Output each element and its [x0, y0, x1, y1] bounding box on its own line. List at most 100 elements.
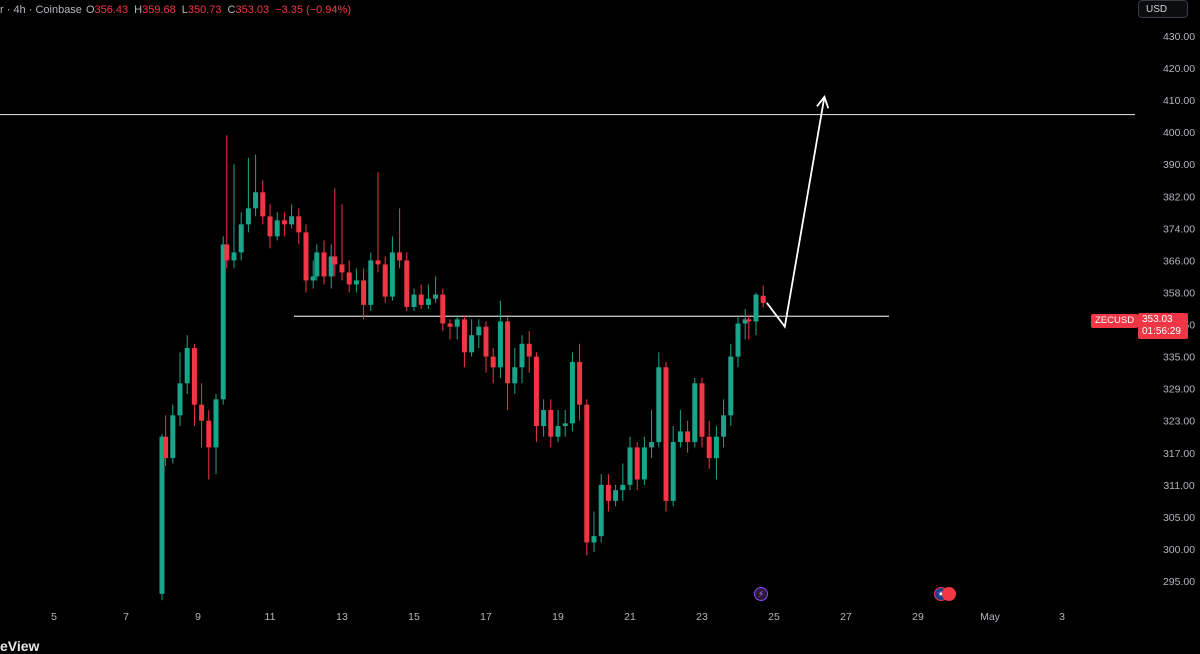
candle-body — [663, 367, 669, 501]
candle-body — [469, 335, 475, 353]
candle — [555, 410, 561, 443]
candle-body — [721, 415, 727, 437]
y-tick-label: 382.00 — [1163, 191, 1195, 203]
x-tick-label: 11 — [265, 611, 276, 623]
candle-body — [692, 383, 698, 443]
candle — [296, 208, 302, 245]
candle — [569, 352, 575, 432]
candle — [490, 348, 496, 384]
candle — [728, 343, 734, 427]
candle — [397, 208, 403, 269]
candle — [332, 188, 338, 277]
candle-body — [562, 423, 568, 427]
y-tick-label: 410.00 — [1163, 95, 1195, 107]
candle — [368, 252, 374, 312]
lightning-event-icon[interactable]: ⚡ — [754, 587, 768, 601]
candle-body — [418, 294, 424, 305]
candle-body — [332, 256, 338, 265]
candle — [577, 343, 583, 421]
currency-button[interactable]: USD — [1138, 0, 1188, 18]
candle — [483, 321, 489, 373]
candle — [753, 292, 759, 336]
candle — [591, 511, 597, 553]
candle-body — [699, 383, 705, 437]
x-tick-label: 13 — [336, 611, 348, 623]
candle — [512, 348, 518, 394]
low-label: L — [181, 4, 188, 16]
candle-body — [289, 216, 295, 225]
candle — [641, 436, 647, 485]
candle — [692, 377, 698, 448]
candle — [253, 154, 259, 217]
candle — [562, 410, 568, 437]
candle-body — [346, 272, 352, 285]
open-value: 356.43 — [94, 4, 129, 16]
candle-body — [746, 319, 752, 322]
candle-body — [440, 294, 446, 324]
candle — [224, 135, 230, 269]
y-tick-label: 374.00 — [1163, 223, 1195, 235]
high-value: 359.68 — [142, 4, 176, 16]
candle-body — [685, 431, 691, 443]
candle — [627, 436, 633, 491]
candle-body — [159, 436, 165, 594]
candle — [213, 393, 219, 475]
projection-arrow[interactable] — [766, 96, 826, 329]
candle — [238, 212, 244, 261]
close-value: 353.03 — [235, 4, 270, 16]
y-tick-label: 329.00 — [1163, 384, 1195, 396]
candle — [476, 319, 482, 349]
candle — [353, 268, 359, 293]
candle-body — [584, 404, 590, 543]
x-tick-label: 25 — [768, 611, 780, 623]
candle-body — [591, 536, 597, 543]
x-tick-label: 9 — [195, 611, 201, 623]
candle-body — [656, 367, 662, 443]
candle-body — [303, 232, 309, 281]
candle-body — [339, 264, 345, 273]
candle-body — [274, 220, 280, 237]
candle-body — [541, 410, 547, 427]
candle — [541, 399, 547, 437]
candle — [677, 410, 683, 448]
candle-body — [577, 361, 583, 405]
candle — [339, 204, 345, 281]
candle-body — [735, 323, 741, 357]
candle-body — [447, 323, 453, 327]
candle — [411, 288, 417, 312]
candle-body — [476, 326, 482, 336]
candle — [310, 260, 316, 289]
candle-body — [177, 383, 183, 416]
candle-body — [512, 367, 518, 384]
candle — [526, 330, 532, 373]
candle-body — [605, 484, 611, 501]
candle-body — [742, 319, 748, 324]
watermark: eView — [0, 638, 40, 654]
candle-body — [382, 264, 388, 297]
high-label: H — [134, 4, 143, 16]
flag-event-icon[interactable] — [942, 587, 956, 601]
low-value: 350.73 — [187, 4, 222, 16]
candle-body — [253, 192, 259, 209]
candle-body — [314, 252, 320, 277]
candle-body — [753, 294, 759, 322]
candle-body — [497, 321, 503, 368]
candle — [670, 426, 676, 507]
candle — [191, 343, 197, 427]
candle-body — [281, 220, 287, 225]
change-value: −3.35 (−0.94%) — [275, 4, 351, 16]
candle — [713, 426, 719, 480]
candle-body — [461, 319, 467, 353]
candle — [361, 268, 367, 320]
candle — [389, 236, 395, 301]
candle-body — [555, 426, 561, 437]
candle — [206, 410, 212, 480]
candle — [425, 284, 431, 310]
candle — [382, 256, 388, 303]
y-tick-label: 317.00 — [1163, 448, 1195, 460]
candle-body — [368, 260, 374, 305]
x-tick-label: 17 — [480, 611, 492, 623]
candle-body — [404, 260, 410, 307]
candle — [184, 335, 190, 394]
